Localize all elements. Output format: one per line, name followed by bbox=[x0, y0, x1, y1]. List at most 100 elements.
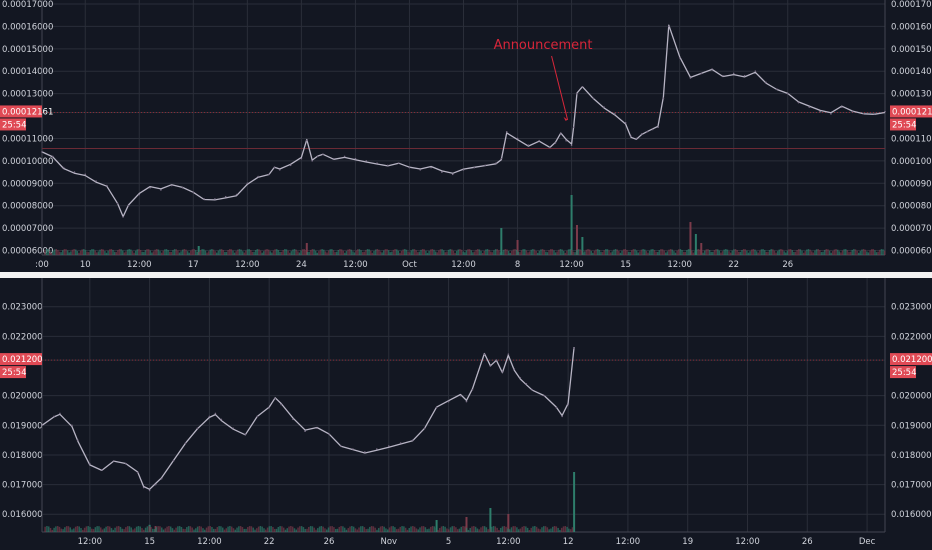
price-point bbox=[465, 400, 468, 403]
volume-bar bbox=[472, 252, 474, 255]
volume-bar bbox=[110, 249, 113, 255]
volume-bar bbox=[861, 249, 863, 255]
volume-bar bbox=[546, 527, 549, 532]
price-point bbox=[884, 110, 886, 113]
volume-bar bbox=[128, 249, 130, 255]
volume-bar bbox=[492, 526, 495, 532]
volume-bar bbox=[250, 250, 252, 255]
volume-bar bbox=[254, 250, 257, 255]
volume-bar bbox=[293, 528, 296, 532]
volume-bar bbox=[397, 250, 400, 255]
volume-bar bbox=[581, 237, 584, 255]
volume-bar bbox=[673, 251, 675, 255]
bottom-price-chart[interactable]: 0.016000 0.016000 0.017000 0.017000 0.018000… bbox=[0, 278, 932, 550]
price-point bbox=[408, 166, 411, 169]
x-tick-label: :00 bbox=[35, 260, 49, 270]
price-point bbox=[365, 160, 368, 162]
price-point bbox=[214, 412, 217, 415]
volume-bar bbox=[707, 249, 709, 255]
price-point bbox=[423, 427, 426, 430]
price-point bbox=[527, 144, 530, 146]
price-point bbox=[419, 169, 422, 171]
volume-bar bbox=[801, 250, 803, 255]
y-tick-label-left: 0.018000 bbox=[2, 451, 43, 461]
price-point bbox=[52, 155, 54, 158]
price-point bbox=[122, 216, 124, 218]
volume-bar bbox=[507, 514, 510, 532]
volume-bar bbox=[99, 249, 101, 255]
annotation-arrow bbox=[551, 55, 569, 121]
volume-bar bbox=[173, 249, 176, 255]
volume-bar bbox=[381, 526, 384, 532]
volume-bar bbox=[397, 528, 400, 532]
volume-bar bbox=[280, 251, 283, 255]
volume-bar bbox=[279, 526, 281, 532]
volume-bar bbox=[637, 252, 640, 255]
volume-bar bbox=[726, 249, 729, 255]
volume-bar bbox=[105, 252, 108, 255]
volume-bar bbox=[621, 250, 623, 255]
price-point bbox=[300, 157, 303, 160]
price-point bbox=[614, 113, 616, 115]
top-price-chart[interactable]: 0.00006000 0.00006000 0.00007000 0.00007000… bbox=[0, 0, 932, 272]
x-tick-label: 17 bbox=[188, 260, 199, 270]
volume-bar bbox=[363, 527, 366, 532]
volume-bar bbox=[204, 250, 207, 255]
price-point bbox=[451, 173, 454, 176]
volume-bar bbox=[854, 249, 857, 255]
volume-bar bbox=[107, 250, 109, 255]
price-point bbox=[256, 415, 259, 418]
volume-bar bbox=[762, 249, 764, 255]
price-point bbox=[95, 180, 97, 182]
volume-bar bbox=[292, 249, 294, 255]
price-point bbox=[160, 189, 162, 191]
price-point bbox=[572, 126, 575, 129]
y-tick-label-right: 0.00008000 bbox=[891, 202, 932, 212]
volume-bar bbox=[98, 526, 100, 532]
volume-bar bbox=[507, 250, 510, 255]
volume-bar bbox=[519, 528, 522, 532]
volume-bar bbox=[794, 251, 797, 255]
volume-bar bbox=[238, 526, 240, 532]
volume-bar bbox=[857, 252, 860, 255]
price-point bbox=[473, 166, 476, 169]
volume-bar bbox=[76, 251, 79, 255]
price-point bbox=[149, 186, 151, 189]
volume-bar bbox=[96, 526, 98, 532]
volume-bar bbox=[447, 249, 450, 255]
volume-bar bbox=[435, 527, 437, 532]
volume-bar bbox=[308, 526, 310, 532]
volume-bar bbox=[348, 249, 351, 255]
price-point bbox=[840, 106, 843, 108]
volume-bar bbox=[96, 252, 98, 255]
volume-bar bbox=[49, 250, 51, 255]
volume-bar bbox=[104, 251, 106, 255]
volume-bar bbox=[626, 249, 628, 255]
volume-bar bbox=[232, 528, 235, 532]
y-tick-label-left: 0.00006000 bbox=[2, 247, 53, 257]
x-tick-label: Oct bbox=[402, 260, 417, 270]
volume-bar bbox=[402, 249, 404, 255]
volume-bar bbox=[862, 249, 865, 255]
volume-bar bbox=[363, 251, 366, 255]
y-tick-label-right: 0.00016000 bbox=[891, 22, 932, 32]
volume-bar bbox=[559, 249, 562, 255]
x-tick-label: 8 bbox=[515, 260, 520, 270]
volume-bar bbox=[573, 526, 576, 532]
volume-bar bbox=[566, 250, 568, 255]
volume-bar bbox=[470, 250, 473, 255]
volume-bar bbox=[442, 526, 445, 532]
volume-bar bbox=[527, 252, 529, 255]
volume-bar bbox=[373, 251, 375, 255]
y-tick-label-left: 0.00014000 bbox=[2, 67, 53, 77]
y-tick-label-right: 0.00007000 bbox=[891, 224, 932, 234]
volume-bar bbox=[70, 251, 72, 255]
volume-bar bbox=[274, 249, 276, 255]
volume-bar bbox=[61, 250, 64, 255]
volume-bar bbox=[334, 252, 336, 255]
volume-bar bbox=[506, 249, 508, 255]
volume-bar bbox=[616, 249, 618, 255]
volume-bar bbox=[191, 249, 194, 255]
volume-bar bbox=[329, 526, 332, 532]
price-point bbox=[41, 424, 43, 427]
